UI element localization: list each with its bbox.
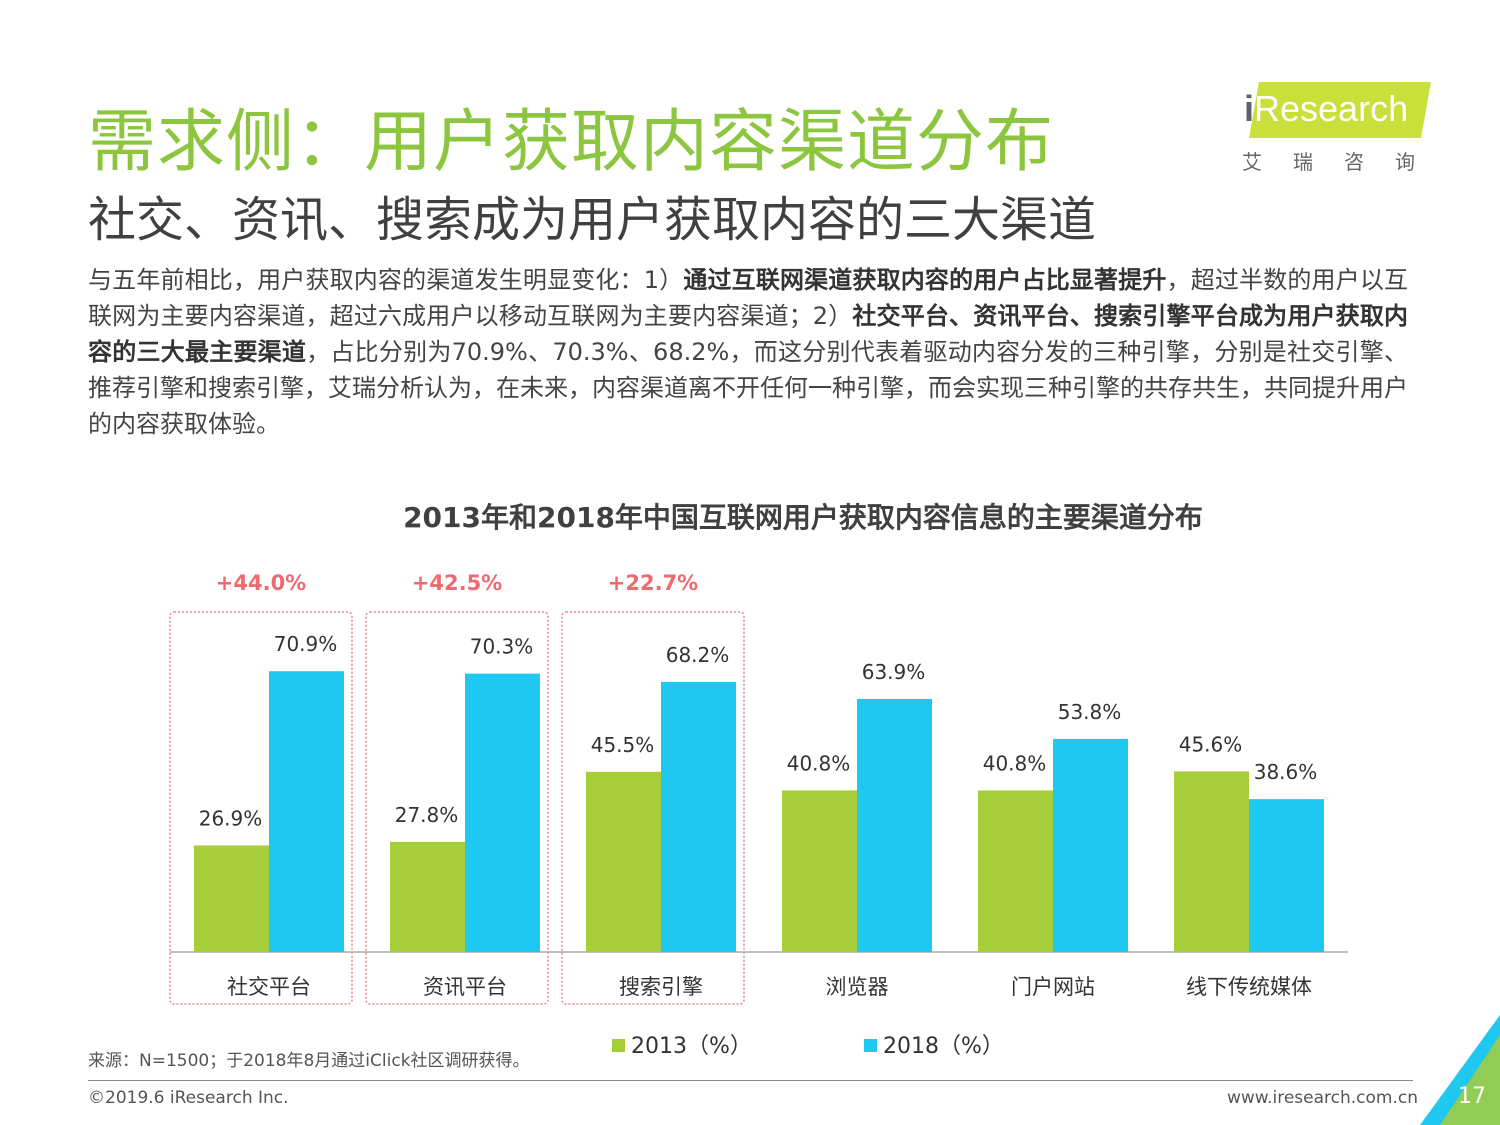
corner-decoration [1420, 1015, 1500, 1125]
legend-item-2013: 2013（%） [612, 1028, 752, 1060]
page-number: 17 [1458, 1084, 1486, 1109]
growth-label-2: +22.7% [608, 571, 698, 595]
page-title: 需求侧：用户获取内容渠道分布 [88, 103, 1055, 182]
legend-label-2018: 2018（%） [883, 1034, 1004, 1059]
growth-label-1: +42.5% [412, 571, 502, 595]
chart-title: 2013年和2018年中国互联网用户获取内容信息的主要渠道分布 [403, 501, 1203, 534]
legend-swatch-2018 [864, 1039, 877, 1052]
source-note: 来源：N=1500；于2018年8月通过iClick社区调研获得。 [88, 1051, 530, 1071]
highlight-box-0 [169, 611, 353, 1005]
data-label-0-3: 40.8% [787, 751, 851, 775]
footer-divider [88, 1080, 1413, 1081]
data-label-0-4: 40.8% [983, 751, 1047, 775]
logo-wordmark: iResearch [1244, 88, 1408, 130]
paragraph-text: ，超过半数的用户以互联网为主要内容渠道，超过六成用户以移动互联网为主要内容渠道；… [88, 266, 1408, 330]
logo-research: Research [1254, 88, 1409, 129]
bar-chart: +44.0% +42.5% +22.7% 26.9% 70.9% 社交平台 27.8% 70.… [169, 571, 1348, 1005]
data-label-1-4: 53.8% [1058, 700, 1122, 724]
bar-1-2 [661, 681, 736, 952]
data-label-1-3: 63.9% [862, 660, 926, 684]
highlight-box-1 [365, 611, 549, 1005]
legend-swatch-2013 [612, 1039, 625, 1052]
data-label-1-5: 38.6% [1254, 760, 1318, 784]
bar-0-1 [390, 841, 465, 952]
summary-paragraph: 与五年前相比，用户获取内容的渠道发生明显变化：1）通过互联网渠道获取内容的用户占… [88, 262, 1408, 442]
bar-1-3 [857, 698, 932, 952]
growth-label-0: +44.0% [216, 571, 306, 595]
category-label-4: 门户网站 [1011, 975, 1095, 999]
bar-1-1 [465, 673, 540, 952]
bar-0-2 [586, 771, 661, 952]
category-label-0: 社交平台 [227, 975, 311, 999]
copyright: ©2019.6 iResearch Inc. [88, 1088, 289, 1108]
bar-0-3 [782, 790, 857, 952]
category-label-1: 资讯平台 [423, 975, 507, 999]
page-subtitle: 社交、资讯、搜索成为用户获取内容的三大渠道 [88, 192, 1097, 248]
paragraph-text: ，占比分别为70.9%、70.3%、68.2%，而这分别代表着驱动内容分发的三种… [88, 338, 1409, 438]
data-label-1-2: 68.2% [666, 643, 730, 667]
paragraph-highlight: 通过互联网渠道获取内容的用户占比显著提升 [683, 266, 1167, 294]
data-label-0-1: 27.8% [395, 803, 459, 827]
website-link[interactable]: www.iresearch.com.cn [1226, 1088, 1418, 1108]
data-label-1-1: 70.3% [470, 635, 534, 659]
bar-0-5 [1174, 771, 1249, 952]
data-label-0-0: 26.9% [199, 806, 263, 830]
bar-0-0 [194, 845, 269, 952]
category-label-2: 搜索引擎 [619, 975, 703, 999]
bar-0-4 [978, 790, 1053, 952]
highlight-box-2 [561, 611, 745, 1005]
legend-label-2013: 2013（%） [631, 1034, 752, 1059]
paragraph-highlight: 社交平台、资讯平台、搜索引擎平台成为用户获取内容的三大最主要渠道 [88, 302, 1408, 366]
iresearch-logo: iResearch 艾瑞咨询 [1238, 78, 1431, 178]
data-label-1-0: 70.9% [274, 632, 338, 656]
bar-1-4 [1053, 738, 1128, 952]
chart-legend: 2013（%） 2018（%） [0, 1028, 1500, 1060]
data-label-0-5: 45.6% [1179, 732, 1243, 756]
bar-1-0 [269, 671, 344, 952]
category-label-3: 浏览器 [826, 975, 889, 999]
data-label-0-2: 45.5% [591, 733, 655, 757]
bar-1-5 [1249, 799, 1324, 952]
logo-chinese: 艾瑞咨询 [1242, 150, 1446, 174]
paragraph-text: 与五年前相比，用户获取内容的渠道发生明显变化：1） [88, 266, 684, 294]
legend-item-2018: 2018（%） [864, 1028, 1004, 1060]
logo-i: i [1244, 88, 1255, 129]
category-label-5: 线下传统媒体 [1186, 975, 1312, 999]
